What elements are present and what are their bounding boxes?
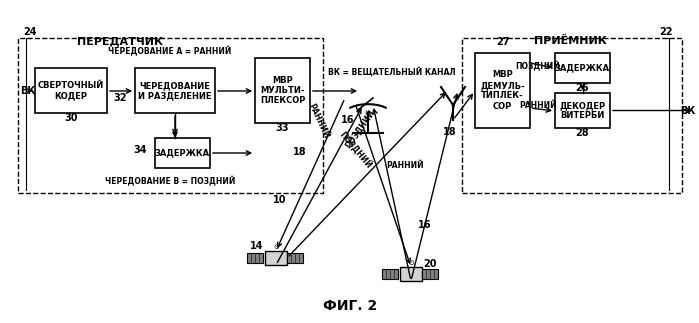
Text: РАННИЙ: РАННИЙ bbox=[386, 161, 424, 170]
Text: 27: 27 bbox=[496, 37, 510, 47]
Text: 30: 30 bbox=[64, 113, 78, 123]
Text: ПОЗДНИЙ: ПОЗДНИЙ bbox=[337, 129, 373, 170]
Text: ⊙: ⊙ bbox=[408, 260, 414, 266]
Text: 20: 20 bbox=[424, 259, 437, 269]
FancyBboxPatch shape bbox=[475, 53, 530, 128]
Text: ВК = ВЕЩАТЕЛЬНЫЙ КАНАЛ: ВК = ВЕЩАТЕЛЬНЫЙ КАНАЛ bbox=[329, 67, 456, 77]
Text: 28: 28 bbox=[576, 128, 589, 138]
FancyBboxPatch shape bbox=[555, 53, 610, 83]
FancyBboxPatch shape bbox=[35, 68, 107, 113]
Text: ФИГ. 2: ФИГ. 2 bbox=[323, 299, 377, 313]
Text: МВР
ДЕМУЛЬ-
ТИПЛЕК-
СОР: МВР ДЕМУЛЬ- ТИПЛЕК- СОР bbox=[480, 70, 525, 110]
Bar bbox=[247, 253, 263, 263]
Text: 32: 32 bbox=[113, 92, 127, 102]
Bar bbox=[382, 269, 398, 279]
Text: 16: 16 bbox=[341, 115, 355, 125]
Text: 33: 33 bbox=[275, 123, 289, 133]
Text: 22: 22 bbox=[659, 27, 672, 37]
Text: ПЕРЕДАТЧИК: ПЕРЕДАТЧИК bbox=[77, 36, 163, 46]
Text: ЗАДЕРЖКА: ЗАДЕРЖКА bbox=[555, 64, 610, 72]
Text: 18: 18 bbox=[443, 127, 457, 137]
Text: ЧЕРЕДОВАНИЕ А = РАННИЙ: ЧЕРЕДОВАНИЕ А = РАННИЙ bbox=[108, 46, 231, 56]
Text: ПРИЁМНИК: ПРИЁМНИК bbox=[533, 36, 606, 46]
Bar bbox=[400, 267, 422, 281]
Text: МВР
МУЛЬТИ-
ПЛЕКСОР: МВР МУЛЬТИ- ПЛЕКСОР bbox=[260, 76, 305, 105]
Text: ПОЗДНИЙ: ПОЗДНИЙ bbox=[516, 61, 561, 71]
FancyBboxPatch shape bbox=[135, 68, 215, 113]
Text: ЗАДЕРЖКА: ЗАДЕРЖКА bbox=[155, 149, 210, 158]
Text: 16: 16 bbox=[418, 220, 432, 230]
Text: РАННИЙ: РАННИЙ bbox=[519, 100, 557, 109]
Text: 24: 24 bbox=[23, 27, 37, 37]
Text: 14: 14 bbox=[250, 241, 264, 251]
Text: 18: 18 bbox=[293, 147, 307, 157]
FancyBboxPatch shape bbox=[555, 93, 610, 128]
FancyBboxPatch shape bbox=[255, 58, 310, 123]
Text: ДЕКОДЕР
ВИТЕРБИ: ДЕКОДЕР ВИТЕРБИ bbox=[559, 101, 605, 120]
Text: 10: 10 bbox=[273, 195, 287, 205]
Text: ЧЕРЕДОВАНИЕ В = ПОЗДНИЙ: ЧЕРЕДОВАНИЕ В = ПОЗДНИЙ bbox=[105, 176, 235, 186]
Text: РАННИЙ: РАННИЙ bbox=[306, 102, 330, 140]
Text: СВЕРТОЧНЫЙ
КОДЕР: СВЕРТОЧНЫЙ КОДЕР bbox=[38, 81, 104, 100]
Text: ЧЕРЕДОВАНИЕ
И РАЗДЕЛЕНИЕ: ЧЕРЕДОВАНИЕ И РАЗДЕЛЕНИЕ bbox=[138, 81, 212, 100]
Text: ВК: ВК bbox=[679, 106, 695, 116]
Bar bbox=[265, 251, 287, 265]
Bar bbox=[422, 269, 438, 279]
Text: ВК: ВК bbox=[20, 86, 35, 96]
Bar bbox=[287, 253, 303, 263]
FancyBboxPatch shape bbox=[155, 138, 210, 168]
Text: ПОЗДНИЙ: ПОЗДНИЙ bbox=[343, 108, 377, 150]
Text: 26: 26 bbox=[576, 83, 589, 93]
Text: ⊙: ⊙ bbox=[273, 244, 279, 250]
Text: 34: 34 bbox=[134, 145, 147, 155]
